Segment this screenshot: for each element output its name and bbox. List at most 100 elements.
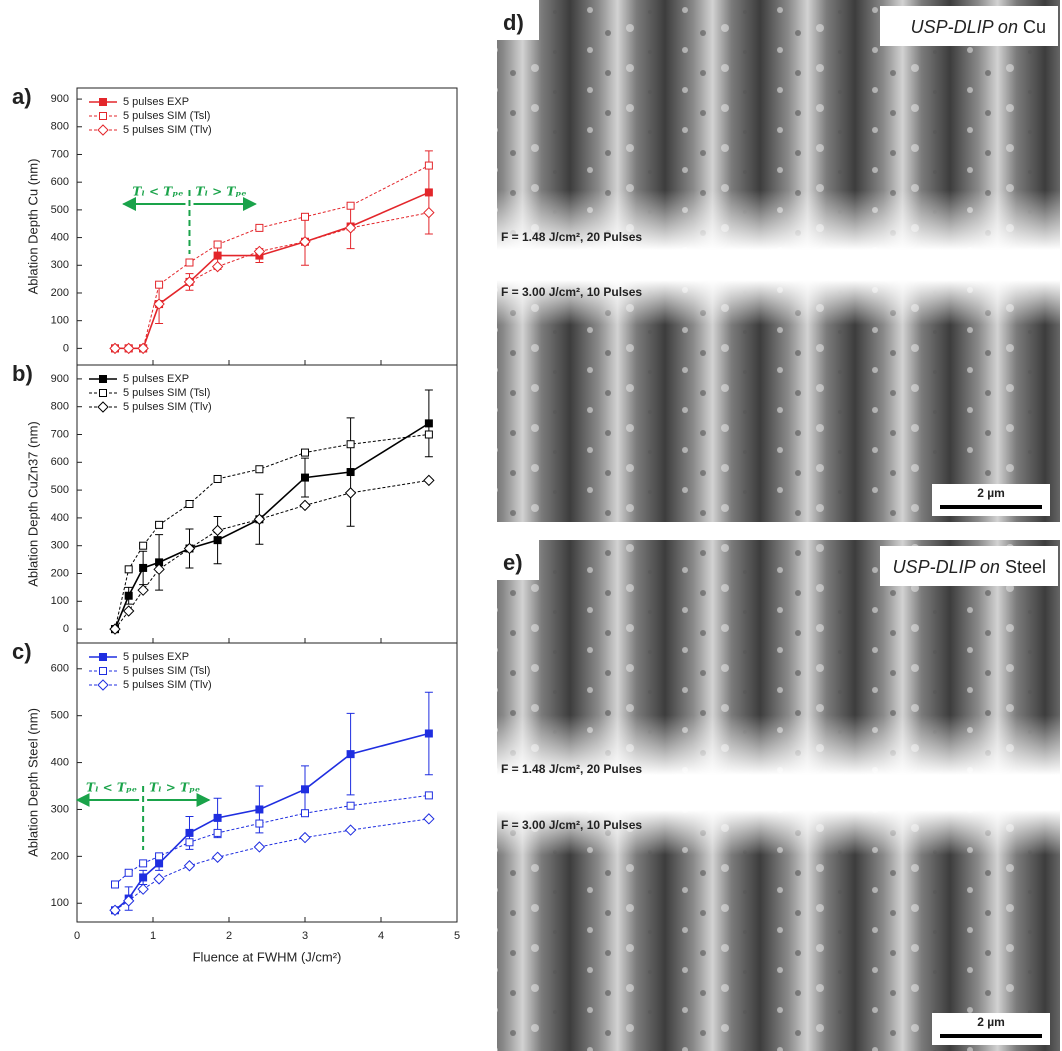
- y-tick-label: 100: [51, 595, 69, 607]
- legend-label: 5 pulses EXP: [123, 373, 189, 385]
- marker: [214, 475, 221, 482]
- y-tick-label: 300: [51, 803, 69, 815]
- marker: [347, 441, 354, 448]
- y-tick-label: 500: [51, 204, 69, 216]
- legend-marker: [98, 125, 108, 135]
- marker: [302, 213, 309, 220]
- threshold-note: Tₗ > Tₚₑ: [149, 781, 200, 795]
- marker: [347, 751, 354, 758]
- marker: [125, 869, 132, 876]
- y-tick-label: 0: [63, 623, 69, 635]
- marker: [138, 585, 148, 595]
- series-line: [115, 213, 429, 349]
- legend-marker: [100, 113, 107, 120]
- x-tick-label: 0: [74, 930, 80, 942]
- marker: [125, 592, 132, 599]
- marker: [186, 829, 193, 836]
- y-tick-label: 900: [51, 373, 69, 385]
- title-method: USP-DLIP on: [893, 557, 1000, 577]
- marker: [300, 833, 310, 843]
- marker: [425, 792, 432, 799]
- marker: [425, 431, 432, 438]
- legend-label: 5 pulses SIM (Tlv): [123, 124, 212, 136]
- figure: a)0100200300400500600700800900Ablation D…: [0, 0, 1062, 1051]
- marker: [256, 466, 263, 473]
- legend-label: 5 pulses SIM (Tlv): [123, 679, 212, 691]
- scale-label: 2 µm: [977, 1015, 1005, 1029]
- caption: F = 1.48 J/cm², 20 Pulses: [501, 230, 642, 244]
- scale-label: 2 µm: [977, 486, 1005, 500]
- marker: [425, 730, 432, 737]
- marker: [186, 839, 193, 846]
- legend-label: 5 pulses SIM (Tsl): [123, 110, 210, 122]
- y-tick-label: 400: [51, 756, 69, 768]
- x-axis-label: Fluence at FWHM (J/cm²): [193, 949, 342, 964]
- marker: [214, 537, 221, 544]
- marker: [154, 874, 164, 884]
- caption: F = 1.48 J/cm², 20 Pulses: [501, 762, 642, 776]
- y-axis-label: Ablation Depth CuZn37 (nm): [25, 421, 40, 586]
- panel-label: e): [503, 550, 523, 575]
- marker: [186, 259, 193, 266]
- marker: [425, 162, 432, 169]
- panel-label: c): [12, 639, 32, 664]
- y-tick-label: 200: [51, 850, 69, 862]
- y-tick-label: 600: [51, 176, 69, 188]
- marker: [347, 202, 354, 209]
- marker: [186, 501, 193, 508]
- series-line: [115, 733, 429, 910]
- y-tick-label: 0: [63, 342, 69, 354]
- y-axis-label: Ablation Depth Steel (nm): [25, 708, 40, 857]
- title-method: USP-DLIP on: [911, 17, 1018, 37]
- marker: [300, 500, 310, 510]
- x-tick-label: 1: [150, 930, 156, 942]
- marker: [156, 853, 163, 860]
- marker: [424, 475, 434, 485]
- series-line: [115, 435, 429, 630]
- caption: F = 3.00 J/cm², 10 Pulses: [501, 818, 642, 832]
- y-tick-label: 900: [51, 93, 69, 105]
- y-tick-label: 500: [51, 710, 69, 722]
- marker: [425, 189, 432, 196]
- y-tick-label: 800: [51, 121, 69, 133]
- y-axis-label: Ablation Depth Cu (nm): [25, 159, 40, 295]
- marker: [213, 525, 223, 535]
- marker: [184, 861, 194, 871]
- x-tick-label: 3: [302, 930, 308, 942]
- marker: [125, 566, 132, 573]
- marker: [254, 842, 264, 852]
- y-tick-label: 300: [51, 259, 69, 271]
- marker: [302, 449, 309, 456]
- marker: [256, 820, 263, 827]
- legend-label: 5 pulses EXP: [123, 96, 189, 108]
- panel-title: USP-DLIP on Steel: [893, 557, 1046, 577]
- scale-bar: [940, 1034, 1042, 1038]
- marker: [347, 802, 354, 809]
- marker: [140, 860, 147, 867]
- marker: [124, 606, 134, 616]
- marker: [214, 814, 221, 821]
- title-material: Cu: [1023, 17, 1046, 37]
- marker: [424, 208, 434, 218]
- marker: [214, 241, 221, 248]
- legend-marker: [100, 654, 107, 661]
- x-tick-label: 2: [226, 930, 232, 942]
- y-tick-label: 300: [51, 540, 69, 552]
- marker: [138, 884, 148, 894]
- threshold-note: Tₗ < Tₚₑ: [132, 185, 183, 199]
- marker: [156, 521, 163, 528]
- legend-label: 5 pulses EXP: [123, 651, 189, 663]
- legend-marker: [100, 376, 107, 383]
- y-tick-label: 600: [51, 663, 69, 675]
- marker: [302, 786, 309, 793]
- y-tick-label: 400: [51, 512, 69, 524]
- marker: [302, 474, 309, 481]
- y-tick-label: 700: [51, 148, 69, 160]
- marker: [256, 224, 263, 231]
- caption: F = 3.00 J/cm², 10 Pulses: [501, 285, 642, 299]
- y-tick-label: 800: [51, 401, 69, 413]
- marker: [213, 262, 223, 272]
- marker: [346, 488, 356, 498]
- marker: [424, 814, 434, 824]
- legend-marker: [100, 99, 107, 106]
